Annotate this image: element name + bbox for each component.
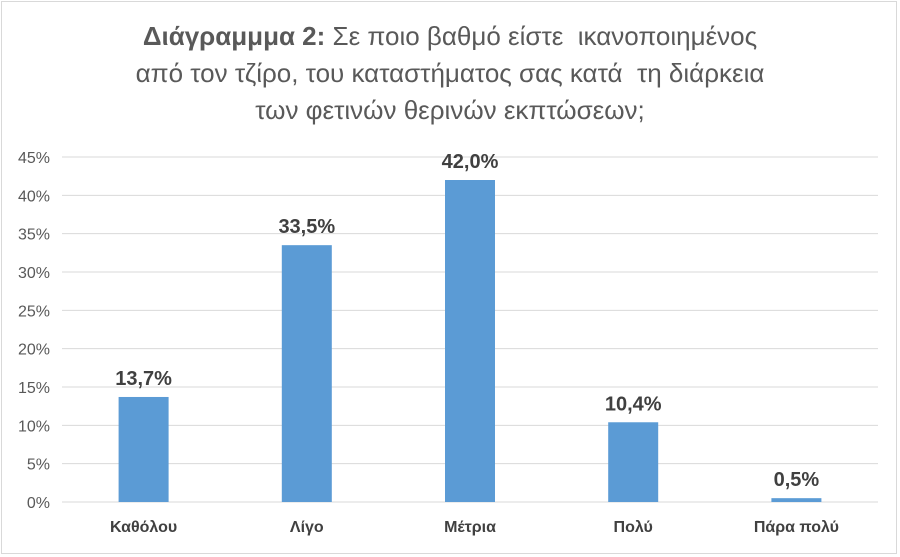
chart-title-line-3: των φετινών θερινών εκπτώσεων; bbox=[255, 95, 645, 125]
bar bbox=[771, 498, 822, 502]
bar bbox=[118, 396, 169, 502]
chart-title-lead: Διάγραμμμα 2: bbox=[142, 21, 326, 51]
y-tick-label: 30% bbox=[18, 265, 50, 282]
y-tick-label: 45% bbox=[18, 150, 50, 167]
y-tick-label: 5% bbox=[27, 457, 50, 474]
y-tick-label: 20% bbox=[18, 342, 50, 359]
data-label: 0,5% bbox=[774, 469, 820, 491]
y-tick-label: 40% bbox=[18, 188, 50, 205]
x-category-label: Λίγο bbox=[290, 519, 324, 536]
x-category-label: Πάρα πολύ bbox=[754, 519, 839, 536]
bar bbox=[608, 422, 659, 502]
x-category-label: Καθόλου bbox=[110, 519, 177, 536]
chart-title-line-2: από τον τζίρο, του καταστήματος σας κατά… bbox=[135, 58, 765, 88]
bar bbox=[281, 245, 332, 502]
data-label: 10,4% bbox=[605, 393, 662, 415]
y-tick-label: 0% bbox=[27, 495, 50, 512]
y-tick-label: 15% bbox=[18, 380, 50, 397]
x-category-label: Μέτρια bbox=[444, 519, 496, 536]
chart-title-line-1: Σε ποιο βαθμό είστε ικανοποιημένος bbox=[325, 21, 758, 51]
bar bbox=[445, 180, 495, 502]
chart-title: Διάγραμμμα 2: Σε ποιο βαθμό είστε ικανοπ… bbox=[0, 18, 900, 129]
y-tick-label: 35% bbox=[18, 227, 50, 244]
x-category-label: Πολύ bbox=[614, 519, 653, 536]
data-label: 33,5% bbox=[278, 216, 335, 238]
data-label: 13,7% bbox=[115, 368, 172, 390]
y-tick-label: 25% bbox=[18, 303, 50, 320]
data-label: 42,0% bbox=[442, 151, 499, 173]
y-tick-label: 10% bbox=[18, 418, 50, 435]
